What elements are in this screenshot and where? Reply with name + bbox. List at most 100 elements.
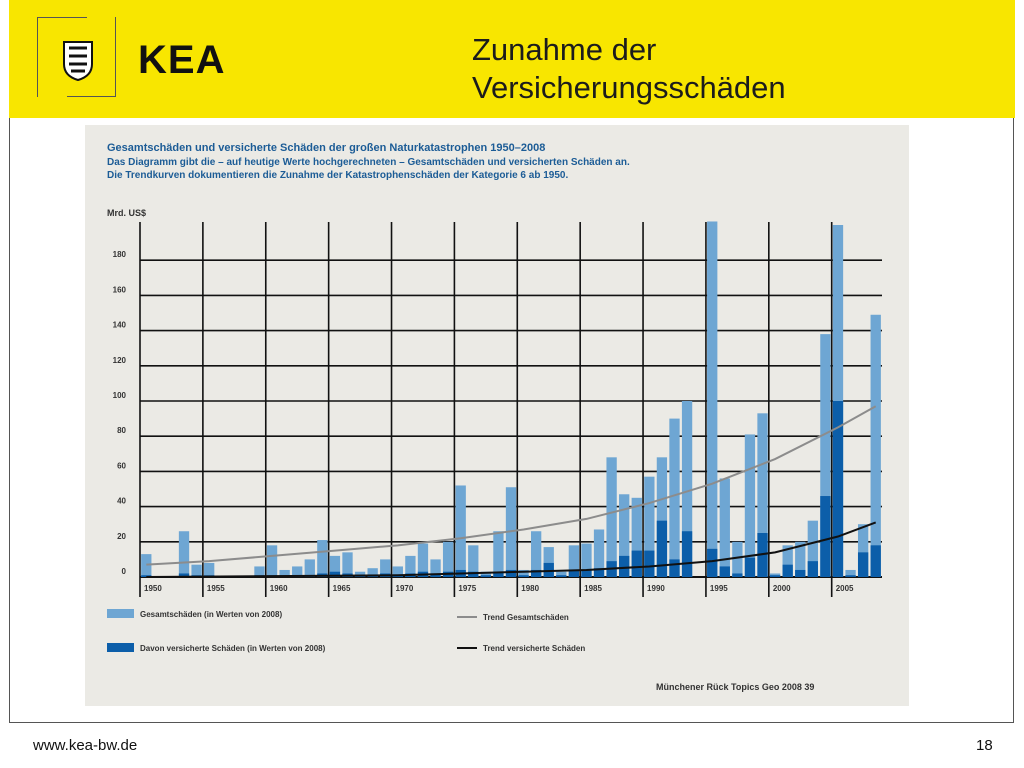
bar-insured	[870, 545, 881, 577]
bar-insured	[744, 557, 756, 577]
logo	[37, 17, 119, 97]
bar-total	[279, 569, 290, 577]
bar-total	[707, 221, 718, 577]
x-tick-label: 2005	[836, 584, 854, 593]
bar-insured	[857, 552, 869, 577]
bar-total	[568, 545, 580, 577]
bar-insured	[631, 550, 642, 577]
legend-label-insured: Davon versicherte Schäden (in Werten von…	[140, 644, 326, 653]
y-tick-label: 100	[113, 391, 127, 400]
bar-insured	[845, 575, 856, 577]
bar-insured	[480, 575, 492, 577]
bar-chart: Mrd. US$ 0 20 40 60 80 100 120 140 160 180 1950 1955…	[107, 208, 882, 653]
chart-title: Gesamtschäden und versicherte Schäden de…	[107, 142, 546, 154]
x-tick-label: 1975	[458, 584, 476, 593]
bar-total	[430, 559, 441, 577]
bar-insured	[505, 569, 517, 577]
y-tick-label: 180	[113, 250, 127, 259]
bar-insured	[820, 496, 831, 577]
slide-title-line1: Zunahme der	[472, 32, 657, 67]
bar-total	[367, 568, 378, 577]
bar-total	[141, 554, 152, 577]
bar-insured	[593, 568, 605, 577]
y-tick-label: 0	[122, 567, 127, 576]
bar-total	[292, 566, 303, 577]
brand-name: KEA	[138, 38, 226, 82]
bar-total	[857, 524, 869, 577]
bar-insured	[707, 548, 718, 577]
bar-total	[354, 571, 366, 577]
bar-total	[644, 476, 655, 577]
bar-total	[820, 334, 831, 577]
bar-total	[304, 559, 315, 577]
bar-total	[480, 571, 492, 577]
bar-total	[178, 531, 190, 577]
bar-total	[556, 571, 567, 577]
y-tick-label: 40	[117, 497, 126, 506]
x-tick-label: 1965	[333, 584, 351, 593]
bar-insured	[807, 561, 818, 577]
content-frame	[9, 118, 1014, 723]
x-tick-label: 1995	[710, 584, 728, 593]
trend-line-total	[146, 405, 877, 566]
y-axis-label: Mrd. US$	[107, 208, 146, 218]
bar-insured	[769, 575, 781, 577]
source-credit: Münchener Rück Topics Geo 2008 39	[656, 682, 815, 692]
bar-insured	[669, 559, 680, 577]
bar-total	[757, 413, 768, 577]
bar-total	[656, 457, 668, 577]
slide-title: Zunahme der Versicherungsschäden	[472, 31, 786, 107]
bar-total	[870, 314, 881, 577]
y-tick-label: 20	[117, 532, 126, 541]
bar-insured	[832, 401, 844, 577]
x-tick-label: 1985	[584, 584, 602, 593]
bar-total	[342, 552, 353, 577]
y-tick-label: 80	[117, 426, 126, 435]
legend-swatch-insured	[107, 643, 134, 652]
x-tick-label: 1980	[521, 584, 539, 593]
bar-insured	[530, 569, 542, 577]
bar-insured	[556, 575, 567, 577]
bar-insured	[719, 566, 730, 577]
bar-total	[581, 543, 592, 577]
bar-insured	[644, 550, 655, 577]
y-tick-label: 160	[113, 285, 127, 294]
bar-insured	[681, 531, 693, 577]
bar-total	[417, 543, 429, 577]
bar-total	[845, 569, 856, 577]
bar-total	[795, 541, 806, 577]
bar-insured	[581, 569, 592, 577]
bar-total	[782, 545, 793, 577]
y-tick-label: 120	[113, 356, 127, 365]
bar-total	[380, 559, 391, 577]
bar-total	[317, 540, 328, 577]
bar-total	[204, 562, 215, 577]
bar-insured	[619, 555, 630, 577]
bar-insured	[178, 573, 190, 577]
bar-total	[266, 545, 278, 577]
bar-total	[405, 555, 416, 577]
bar-total	[442, 541, 454, 577]
bar-insured	[518, 575, 529, 577]
x-tick-label: 2000	[773, 584, 791, 593]
chart-subtitle-line2: Die Trendkurven dokumentieren die Zunahm…	[107, 170, 569, 181]
bar-total	[254, 566, 265, 577]
slide-header: KEA Zunahme der Versicherungsschäden	[9, 0, 1015, 118]
y-tick-label: 60	[117, 461, 126, 470]
bar-insured	[430, 573, 441, 577]
bar-insured	[795, 569, 806, 577]
chart-figure: Gesamtschäden und versicherte Schäden de…	[85, 125, 909, 706]
slide-title-line2: Versicherungsschäden	[472, 70, 786, 105]
bar-total	[619, 494, 630, 577]
bar-insured	[568, 569, 580, 577]
bar-total	[518, 569, 529, 577]
y-tick-label: 140	[113, 321, 127, 330]
x-tick-label: 1950	[144, 584, 162, 593]
bar-total	[669, 418, 680, 577]
bar-total	[543, 547, 554, 577]
bar-total	[530, 531, 542, 577]
bar-total	[744, 434, 756, 577]
legend-swatch-total	[107, 609, 134, 618]
x-tick-label: 1955	[207, 584, 225, 593]
bar-total	[807, 520, 818, 577]
